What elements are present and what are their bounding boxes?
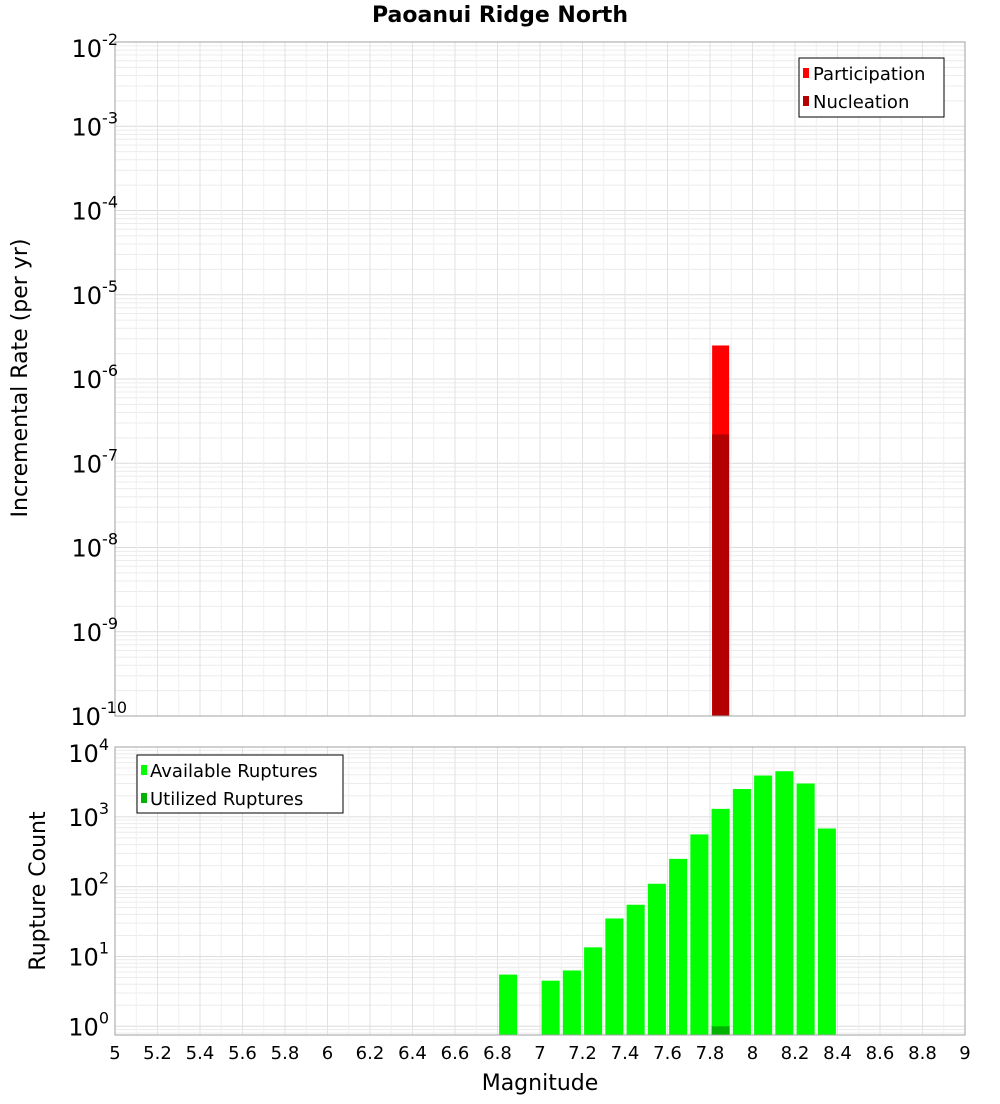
count-legend: Available Ruptures Utilized Ruptures [136, 754, 344, 814]
y-tick-label: 10-10 [70, 698, 127, 731]
count-bar-available-ruptures [817, 828, 836, 1035]
count-bar-available-ruptures [605, 918, 624, 1035]
legend-label-utilized: Utilized Ruptures [150, 789, 303, 810]
x-tick-label: 7.4 [611, 1043, 640, 1064]
x-tick-label: 7 [534, 1043, 545, 1064]
count-bar-available-ruptures [647, 883, 666, 1035]
count-bar-available-ruptures [711, 808, 730, 1035]
rate-bar-nucleation [712, 434, 730, 716]
y-tick-label: 10-8 [72, 530, 119, 563]
rate-legend: Participation Nucleation [798, 57, 945, 118]
count-bar-available-ruptures [796, 783, 815, 1035]
x-tick-label: 5.4 [186, 1043, 215, 1064]
x-tick-label: 5.8 [271, 1043, 300, 1064]
y-tick-label: 104 [68, 735, 109, 768]
count-bar-available-ruptures [584, 947, 603, 1035]
x-tick-label: 6.6 [441, 1043, 470, 1064]
y-tick-label: 10-7 [72, 445, 119, 478]
y-tick-label: 103 [68, 799, 109, 832]
legend-label-participation: Participation [813, 64, 925, 85]
count-y-axis-label: Rupture Count [26, 811, 51, 971]
x-tick-label: 8.4 [823, 1043, 852, 1064]
x-tick-label: 5 [109, 1043, 120, 1064]
rate-y-axis-label: Incremental Rate (per yr) [8, 239, 33, 518]
x-tick-label: 8.2 [781, 1043, 810, 1064]
y-tick-label: 101 [68, 938, 109, 971]
count-bar-available-ruptures [690, 834, 709, 1035]
x-tick-label: 6 [322, 1043, 333, 1064]
x-tick-label: 5.2 [143, 1043, 172, 1064]
legend-swatch-participation [803, 68, 809, 78]
legend-label-available: Available Ruptures [150, 761, 318, 782]
x-tick-label: 8.8 [908, 1043, 937, 1064]
count-bar-available-ruptures [499, 974, 518, 1035]
x-tick-label: 7.8 [696, 1043, 725, 1064]
y-tick-label: 100 [68, 1008, 109, 1041]
x-tick-label: 6.8 [483, 1043, 512, 1064]
count-bar-available-ruptures [626, 904, 645, 1035]
x-tick-label: 8 [747, 1043, 758, 1064]
count-bar-available-ruptures [754, 775, 773, 1035]
legend-swatch-available [141, 765, 147, 775]
x-tick-label: 6.4 [398, 1043, 427, 1064]
y-tick-label: 10-4 [72, 193, 119, 226]
chart-title: Paoanui Ridge North [372, 3, 628, 28]
x-tick-label: 9 [959, 1043, 970, 1064]
count-bar-available-ruptures [732, 789, 751, 1035]
y-tick-label: 10-9 [72, 614, 119, 647]
x-axis-label: Magnitude [482, 1071, 599, 1096]
y-tick-label: 102 [68, 869, 109, 902]
count-bar-available-ruptures [541, 980, 560, 1035]
x-tick-label: 5.6 [228, 1043, 257, 1064]
x-tick-label: 6.2 [356, 1043, 385, 1064]
rate-plot-frame [114, 41, 966, 717]
legend-swatch-utilized [141, 793, 147, 803]
x-tick-label: 7.6 [653, 1043, 682, 1064]
count-bar-available-ruptures [669, 858, 688, 1035]
count-bar-available-ruptures [775, 771, 794, 1035]
y-tick-label: 10-6 [72, 361, 119, 394]
y-tick-label: 10-2 [72, 30, 119, 63]
count-bar-available-ruptures [562, 970, 581, 1035]
count-plot-frame [114, 746, 966, 1036]
legend-swatch-nucleation [803, 96, 809, 106]
x-tick-label: 7.2 [568, 1043, 597, 1064]
x-tick-label: 8.6 [866, 1043, 895, 1064]
y-tick-label: 10-5 [72, 277, 119, 310]
legend-label-nucleation: Nucleation [813, 92, 909, 113]
count-bar-utilized-ruptures [711, 1026, 730, 1035]
y-tick-label: 10-3 [72, 108, 119, 141]
